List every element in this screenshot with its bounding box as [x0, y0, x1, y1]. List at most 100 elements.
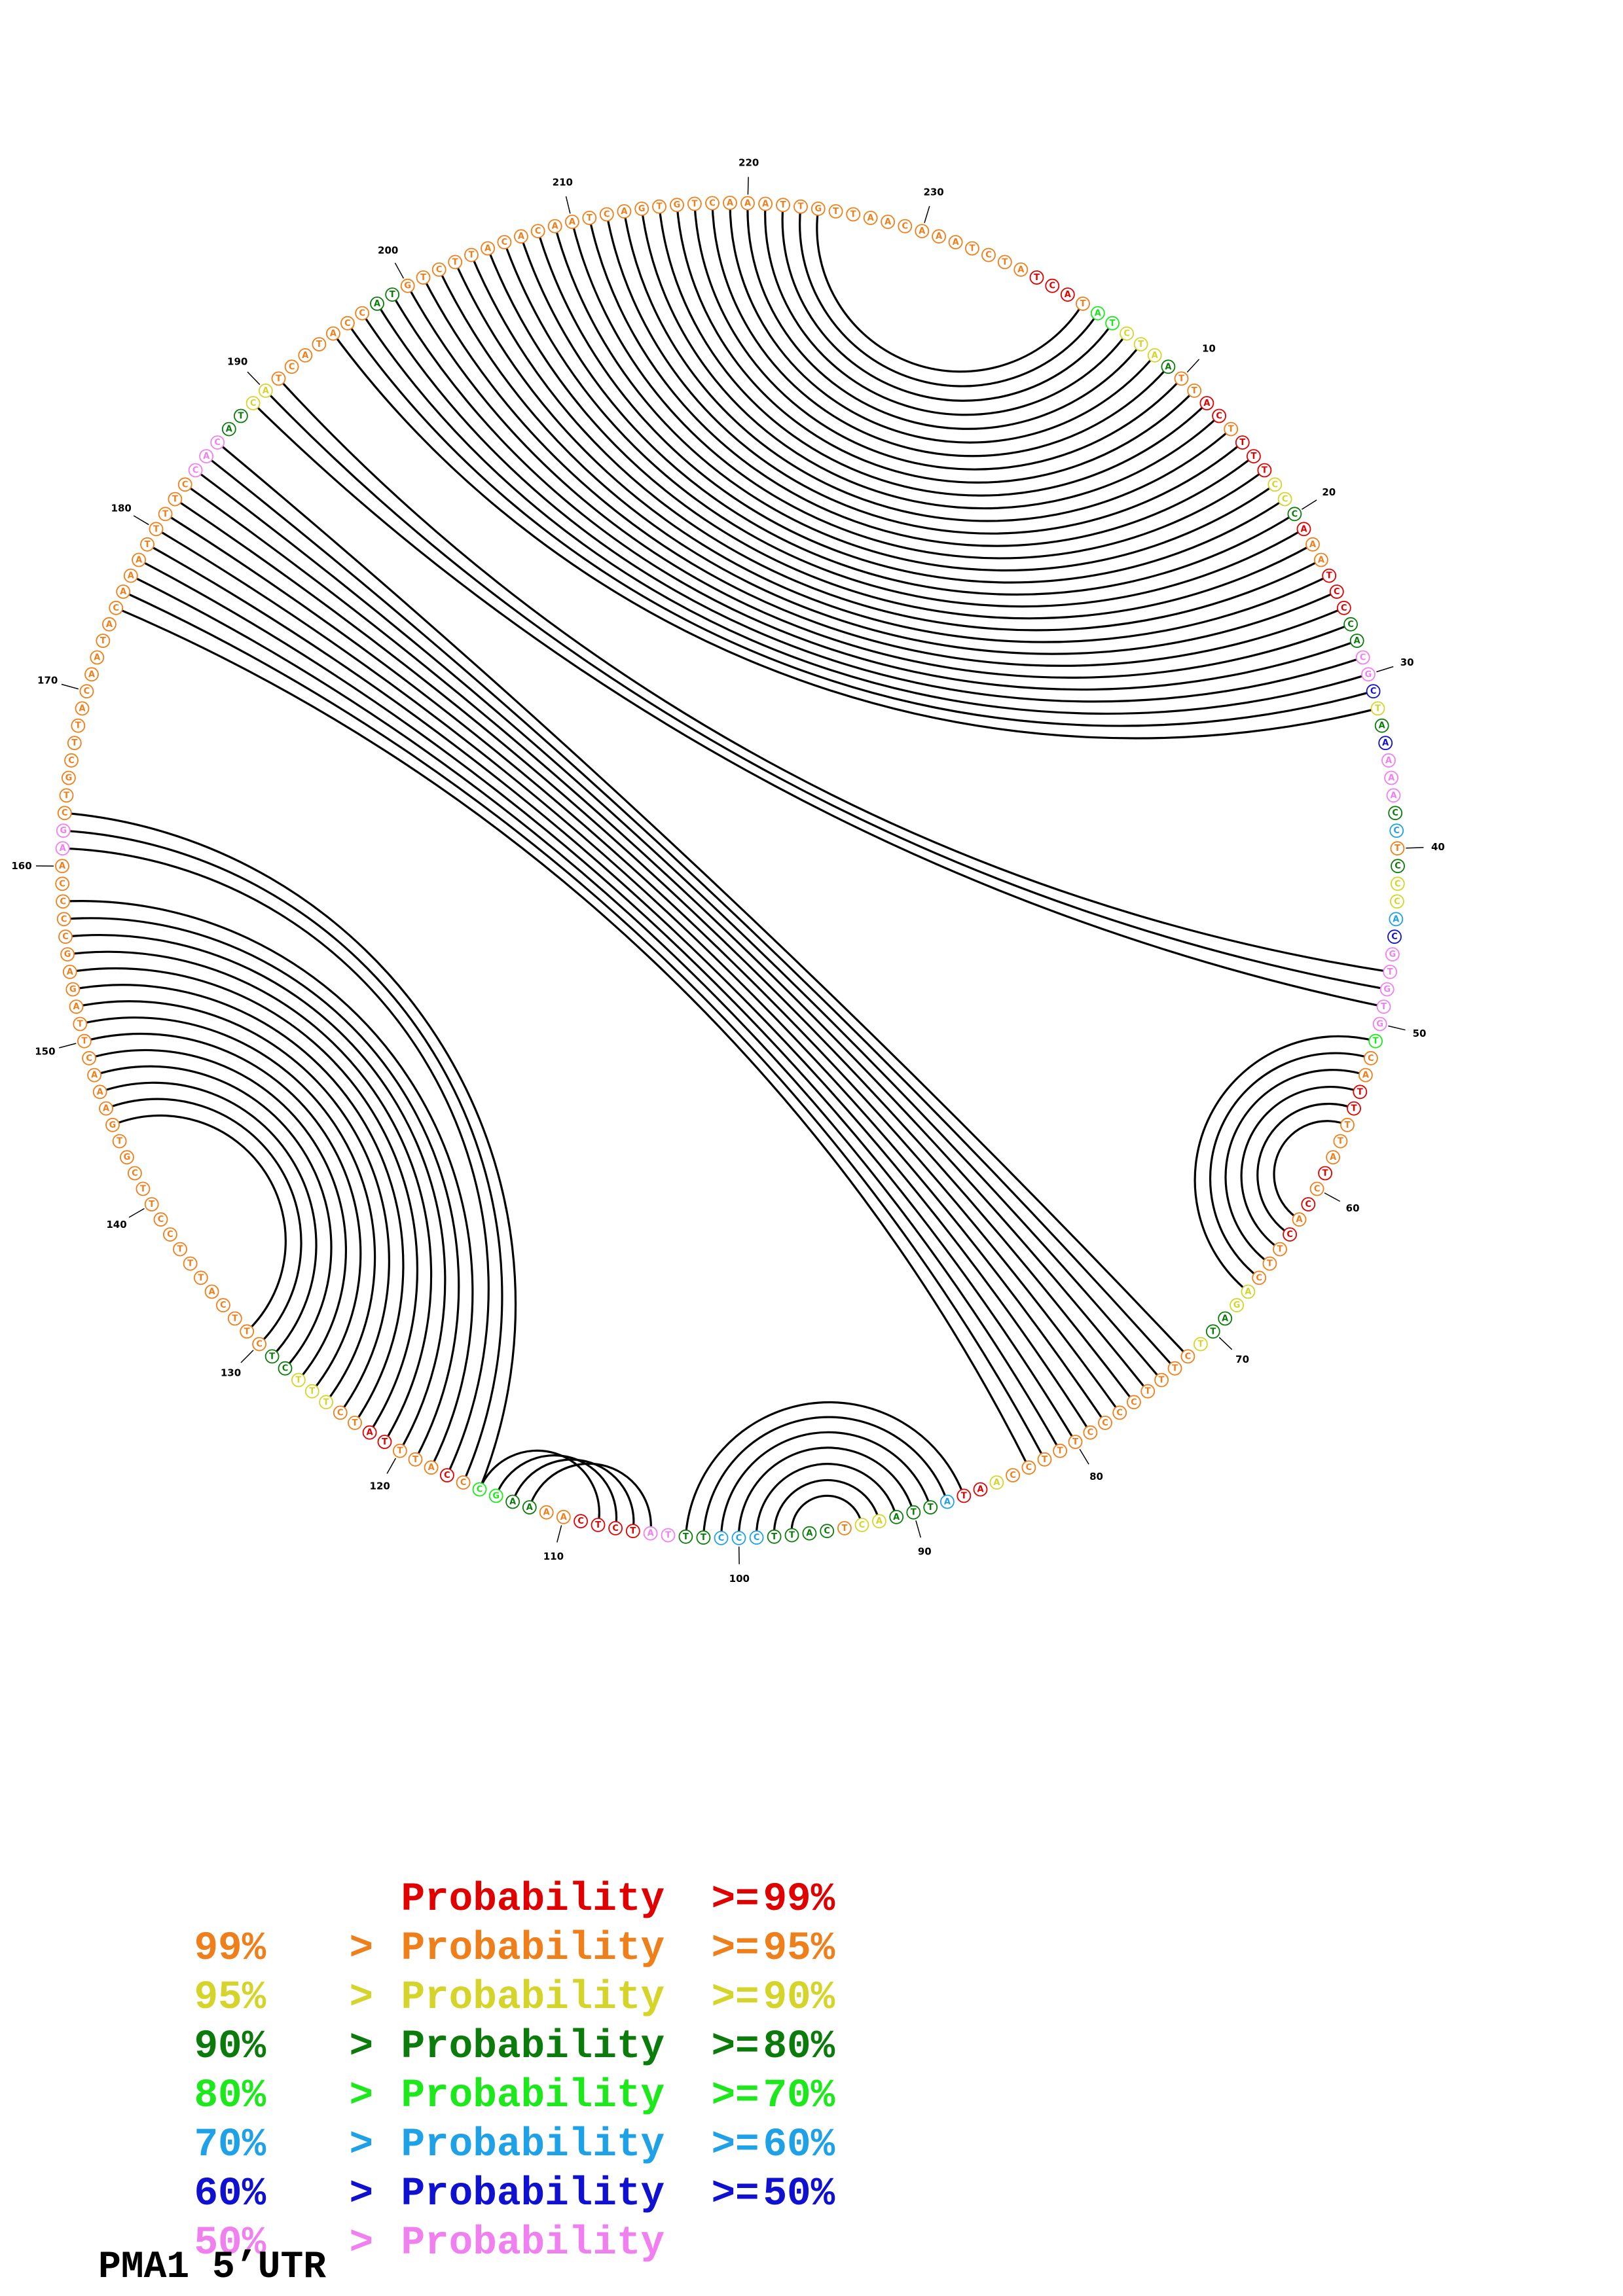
nucleotide-letter: C: [60, 897, 66, 906]
nucleotide: T: [73, 1016, 88, 1031]
nucleotide: A: [55, 841, 70, 856]
nucleotide: C: [530, 224, 545, 239]
nucleotide: A: [204, 1284, 219, 1299]
nucleotide: A: [1147, 348, 1162, 363]
nucleotide-circle: [1006, 1468, 1020, 1482]
position-tick: [1388, 1025, 1406, 1031]
nucleotide-letter: T: [397, 1446, 403, 1456]
nucleotide: C: [1283, 1227, 1297, 1242]
nucleotide-circle: [1277, 492, 1292, 507]
nucleotide-circle: [92, 1085, 107, 1100]
nucleotide-letter: A: [977, 1485, 983, 1495]
nucleotide: A: [740, 196, 755, 211]
nucleotide-letter: G: [814, 204, 822, 214]
nucleotide: A: [1013, 262, 1029, 277]
nucleotide: C: [246, 396, 261, 410]
base-pair-arc: [73, 984, 405, 1424]
base-pair-arc: [76, 1000, 390, 1414]
nucleotide-circle: [1187, 384, 1202, 398]
nucleotide-letter: A: [1362, 1071, 1369, 1081]
nucleotide: T: [652, 199, 666, 214]
base-pair-arc: [816, 208, 1084, 373]
nucleotide-letter: T: [1277, 1245, 1283, 1255]
nucleotide-circle: [634, 201, 649, 216]
nucleotide: A: [1374, 718, 1389, 733]
nucleotide-circle: [440, 1468, 454, 1482]
nucleotide-letter: A: [944, 1498, 951, 1507]
nucleotide-letter: A: [806, 1529, 812, 1539]
base-pair-arc: [1240, 1085, 1360, 1250]
nucleotide: T: [776, 198, 790, 213]
nucleotide-letter: A: [106, 620, 113, 630]
nucleotide: T: [582, 210, 597, 225]
nucleotide: C: [898, 219, 913, 234]
legend-row-word: Probability: [401, 1926, 665, 1971]
nucleotide-letter: G: [1365, 670, 1372, 679]
nucleotide-circle: [1037, 1452, 1052, 1467]
nucleotide: A: [889, 1509, 904, 1524]
nucleotide-circle: [79, 684, 94, 699]
nucleotide-letter: G: [674, 200, 681, 210]
nucleotide: T: [1376, 999, 1391, 1014]
nucleotide: C: [1127, 1395, 1141, 1410]
position-tick: [386, 1458, 397, 1474]
base-pair-arc: [537, 230, 1286, 584]
nucleotide-letter: T: [412, 1455, 418, 1465]
nucleotide-circle: [158, 507, 173, 522]
nucleotide-letter: C: [250, 399, 257, 408]
nucleotide: A: [55, 859, 69, 874]
nucleotide: C: [109, 600, 124, 615]
nucleotide: C: [1336, 600, 1351, 615]
nucleotide: C: [1390, 876, 1405, 891]
nucleotide-letter: T: [789, 1531, 795, 1541]
nucleotide-circle: [193, 1270, 208, 1285]
nucleotide: A: [90, 650, 105, 665]
nucleotide: C: [440, 1468, 454, 1482]
nucleotide: A: [565, 214, 579, 229]
nucleotide-letter: A: [1330, 1153, 1336, 1162]
nucleotide-letter: T: [1375, 704, 1381, 713]
base-pair-arc: [658, 206, 1208, 497]
nucleotide-circle: [965, 241, 979, 256]
nucleotide-letter: T: [1159, 1376, 1165, 1386]
legend-row-word: Probability: [401, 1975, 665, 2020]
legend-row: Probability >=99%: [98, 1826, 835, 1922]
nucleotide: A: [75, 701, 90, 716]
base-pair-arc: [711, 203, 1169, 457]
nucleotide-letter: A: [209, 1287, 215, 1297]
nucleotide-circle: [670, 198, 684, 213]
nucleotide-letter: T: [780, 200, 786, 210]
nucleotide-letter: A: [1390, 791, 1396, 800]
nucleotide: T: [1257, 463, 1272, 478]
nucleotide: T: [1037, 1452, 1052, 1467]
base-pair-arcs: [62, 202, 1391, 1538]
nucleotide: C: [1363, 1050, 1378, 1066]
nucleotide-letter: T: [295, 1376, 301, 1386]
nucleotide-circle: [385, 287, 400, 302]
base-pair-arc: [1273, 1120, 1348, 1221]
nucleotide-letter: A: [103, 1104, 109, 1114]
nucleotide: T: [319, 1395, 334, 1410]
nucleotide: A: [99, 1101, 113, 1116]
nucleotide-circle: [505, 1494, 520, 1509]
nucleotide-circle: [264, 1349, 280, 1364]
nucleotide-circle: [62, 965, 77, 979]
nucleotide-letter: C: [132, 1169, 138, 1179]
nucleotide: A: [643, 1526, 658, 1541]
nucleotide: A: [101, 617, 117, 632]
nucleotide: A: [1386, 788, 1401, 803]
position-tick: [1324, 1192, 1341, 1202]
nucleotide-circle: [84, 667, 99, 682]
nucleotide: A: [1292, 1212, 1307, 1227]
position-tick: [61, 683, 79, 690]
base-pair-arc: [554, 226, 1276, 572]
nucleotide-letter: A: [1388, 774, 1395, 783]
nucleotide-circle: [997, 255, 1012, 270]
nucleotide-letter: T: [630, 1526, 636, 1536]
nucleotide: T: [144, 1197, 159, 1211]
nucleotide: C: [1083, 1425, 1098, 1440]
probability-legend: Probability >=99% 99% > Probability >=95% 95…: [98, 1826, 835, 2266]
nucleotide: T: [71, 718, 86, 733]
nucleotide-circle: [65, 982, 81, 997]
nucleotide-letter: C: [1102, 1418, 1108, 1428]
